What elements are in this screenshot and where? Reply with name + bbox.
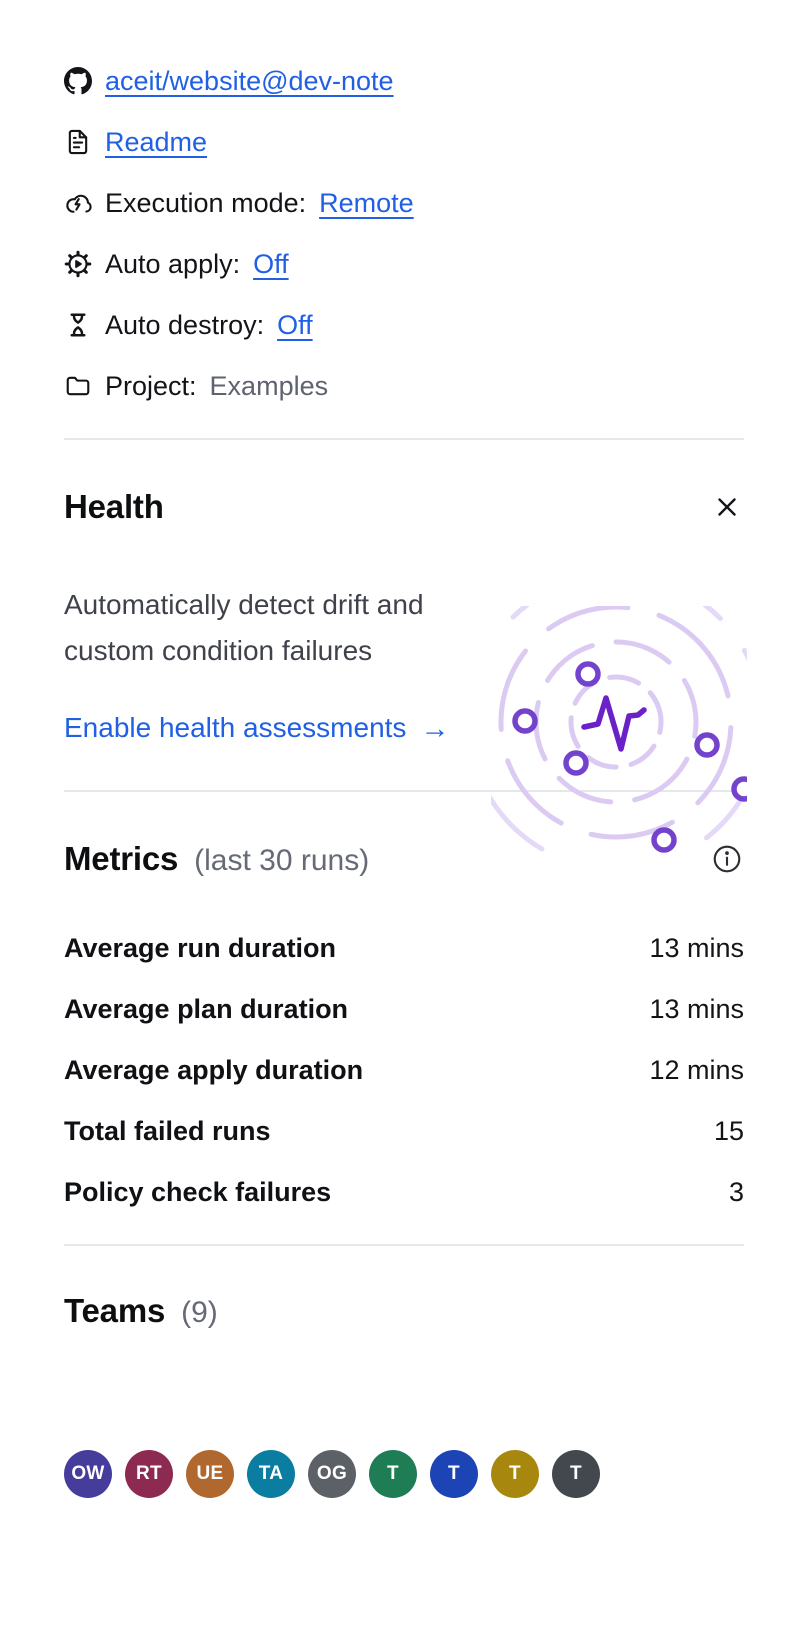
health-close-button[interactable] [710,490,744,524]
team-avatar[interactable]: TA [247,1450,295,1498]
health-section: Health Automatically detect drift and cu… [64,488,747,854]
team-avatar[interactable]: OG [308,1450,356,1498]
meta-row-readme: Readme [64,128,744,156]
metric-value: 3 [728,1176,744,1207]
team-avatar[interactable]: RT [125,1450,173,1498]
arrow-right-icon: → [420,712,450,745]
team-avatar-initials: OG [316,1463,348,1484]
close-icon [718,498,736,516]
meta-row-execution-mode: Execution mode: Remote [64,189,744,217]
metric-label: Policy check failures [64,1176,332,1207]
vcs-repo-link[interactable]: aceit/website@dev-note [105,66,394,96]
team-avatar-initials: T [570,1463,582,1484]
team-avatar[interactable]: OW [64,1450,112,1498]
metric-row: Average run duration 13 mins [64,932,744,963]
metric-row: Total failed runs 15 [64,1115,744,1146]
team-avatar-initials: OW [71,1463,105,1484]
teams-count: (9) [181,1296,218,1329]
folder-icon [66,376,90,396]
auto-destroy-link[interactable]: Off [277,310,313,340]
divider [64,1244,744,1246]
team-avatar-initials: T [448,1463,460,1484]
gear-play-icon [64,250,92,278]
metrics-subtitle: (last 30 runs) [194,844,370,877]
meta-row-auto-apply: Auto apply: Off [64,250,744,278]
readme-link[interactable]: Readme [105,127,208,157]
github-icon [64,67,92,95]
team-avatar-initials: UE [196,1463,224,1484]
auto-apply-label: Auto apply: [105,249,241,279]
execution-mode-label: Execution mode: [105,188,307,218]
enable-health-assessments-link[interactable]: Enable health assessments → [64,712,449,744]
cloud-bolt-icon [66,194,92,213]
team-avatar[interactable]: T [430,1450,478,1498]
team-avatar-initials: T [509,1463,521,1484]
teams-title: Teams [64,1292,166,1329]
meta-row-project: Project: Examples [64,372,744,400]
health-title: Health [64,488,164,525]
metrics-info-button[interactable] [710,842,744,876]
metrics-section: Metrics (last 30 runs) Average run durat… [64,840,744,1207]
auto-destroy-label: Auto destroy: [105,310,265,340]
metric-rows: Average run duration 13 mins Average pla… [64,932,744,1207]
team-avatar[interactable]: T [552,1450,600,1498]
info-icon [713,845,741,873]
team-avatar-row: OW RT UE TA OG T T T T [64,1450,744,1498]
project-value: Examples [209,371,329,401]
team-avatar[interactable]: T [491,1450,539,1498]
auto-apply-link[interactable]: Off [253,249,289,279]
meta-row-auto-destroy: Auto destroy: Off [64,311,744,339]
team-avatar-initials: TA [258,1463,284,1484]
metric-label: Average plan duration [64,993,349,1024]
metric-value: 15 [713,1115,744,1146]
file-text-icon [68,129,88,155]
health-radar-illustration [491,606,747,854]
metric-label: Total failed runs [64,1115,271,1146]
team-avatar[interactable]: UE [186,1450,234,1498]
divider [64,790,744,792]
metric-value: 12 mins [649,1054,744,1085]
divider [64,438,744,440]
metric-row: Policy check failures 3 [64,1176,744,1207]
health-description: Automatically detect drift and custom co… [64,589,424,666]
workspace-meta-list: aceit/website@dev-note Readme Execution … [64,67,744,400]
metric-value: 13 mins [649,932,744,963]
execution-mode-link[interactable]: Remote [319,188,414,218]
team-avatar[interactable]: T [369,1450,417,1498]
hourglass-icon [70,313,86,337]
enable-health-assessments-label: Enable health assessments [64,712,407,743]
metric-row: Average plan duration 13 mins [64,993,744,1024]
meta-row-repo: aceit/website@dev-note [64,67,744,95]
metric-row: Average apply duration 12 mins [64,1054,744,1085]
team-avatar-initials: T [387,1463,399,1484]
metric-label: Average apply duration [64,1054,364,1085]
project-label: Project: [105,371,197,401]
metric-label: Average run duration [64,932,337,963]
team-avatar-initials: RT [136,1463,162,1484]
metrics-title: Metrics [64,840,179,877]
teams-section: Teams (9) OW RT UE TA OG T T T T [64,1292,744,1498]
metric-value: 13 mins [649,993,744,1024]
